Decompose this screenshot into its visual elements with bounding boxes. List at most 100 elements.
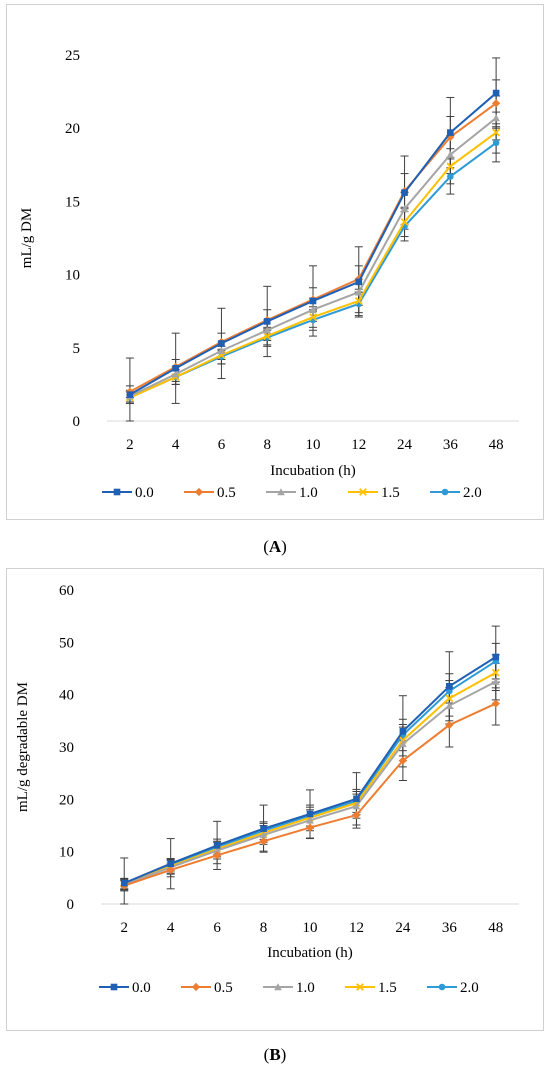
series-line-1.5 [123,671,497,886]
data-point-0.0 [492,653,500,661]
x-tick-label: 4 [172,437,180,453]
data-point-1.0 [213,846,221,854]
data-point-0.0 [306,810,314,818]
legend-item-2.0: 2.0 [430,485,482,501]
y-tick-label: 20 [59,792,74,808]
y-tick-label: 15 [65,194,80,210]
data-point-0.0 [218,340,225,347]
data-point-1.5 [446,162,455,171]
legend-marker [110,983,118,991]
legend-item-0.0: 0.0 [99,980,151,996]
data-point-0.0 [401,189,408,196]
data-point-1.0 [445,701,454,709]
data-point-1.0 [354,288,363,296]
y-axis-title: mL/g DM [19,208,35,268]
x-tick-label: 6 [218,437,226,453]
data-point-1.0 [352,802,361,810]
data-point-0.5 [259,837,268,846]
data-point-1.0 [309,305,317,314]
legend-marker [194,487,204,497]
data-point-0.0 [447,129,454,136]
x-tick-label: 2 [120,920,128,936]
error-bars-2.0 [125,123,501,404]
y-tick-label: 40 [59,688,74,704]
error-bars-2.0 [120,642,500,890]
x-tick-label: 12 [351,437,366,453]
data-point-1.0 [492,114,500,122]
legend-label: 2.0 [463,485,482,501]
x-tick-label: 10 [303,920,318,936]
x-tick-label: 8 [263,437,271,453]
x-tick-label: 48 [488,920,503,936]
data-point-0.5 [491,699,500,708]
y-tick-label: 5 [73,341,81,357]
data-point-2.0 [447,173,454,180]
data-point-0.5 [492,99,501,108]
legend-label: 2.0 [460,980,479,996]
data-point-1.0 [306,816,314,824]
legend-item-1.5: 1.5 [348,485,400,501]
error-bars-1.5 [125,111,501,404]
data-point-1.5 [309,313,317,321]
y-tick-label: 0 [67,897,75,913]
y-tick-label: 60 [59,583,74,599]
data-point-1.5 [491,668,500,677]
caption-b: (B) [263,1045,287,1064]
y-tick-label: 30 [59,740,74,756]
data-point-1.0 [171,370,180,378]
x-tick-label: 8 [260,920,268,936]
y-axis-title: mL/g degradable DM [15,682,31,812]
legend-label: 0.0 [132,980,151,996]
legend-label: 0.5 [214,980,233,996]
y-tick-label: 10 [65,268,80,284]
data-point-0.0 [260,825,267,832]
legend-item-0.5: 0.5 [184,485,236,501]
x-tick-label: 2 [126,437,134,453]
legend-marker [359,488,367,496]
data-point-0.5 [352,810,361,820]
data-point-0.0 [172,364,179,372]
y-tick-label: 20 [65,121,80,137]
chart-panel-a: 0 5 10 15 20 25 2 4 6 8 10 12 24 36 48 Incubation (h) mL… [6,4,544,520]
data-point-1.0 [491,677,500,685]
data-point-1.0 [217,346,226,355]
legend-label: 1.5 [378,980,397,996]
legend-marker [441,488,449,496]
x-tick-label: 24 [395,920,411,936]
data-point-2.0 [492,139,500,147]
legend-item-2.0: 2.0 [427,980,479,996]
legend-item-1.5: 1.5 [345,980,397,996]
x-tick-label: 36 [442,920,458,936]
data-point-1.0 [399,740,407,748]
error-bars-0.0 [125,57,501,422]
legend-item-0.0: 0.0 [102,485,154,501]
legend-marker [277,488,285,496]
data-point-0.5 [166,865,175,875]
legend-item-0.5: 0.5 [181,980,233,996]
data-point-0.0 [446,682,453,690]
data-point-0.0 [213,842,221,849]
y-tick-label: 50 [59,635,74,651]
chart-panel-b: 0 10 20 30 40 50 60 2 4 6 8 10 12 24 36 48 Incubation (h… [6,568,544,1031]
y-tick-label: 10 [59,845,74,861]
data-point-0.0 [492,89,500,97]
data-point-0.0 [126,391,134,398]
legend-marker [191,982,201,992]
legend-marker [274,983,282,991]
legend-label: 1.0 [296,980,315,996]
x-tick-label: 12 [349,920,364,936]
data-point-1.5 [354,297,363,305]
legend-marker [356,983,364,991]
data-point-1.5 [400,217,409,226]
series-line-1.0 [129,117,497,398]
x-axis-title: Incubation (h) [270,463,355,479]
x-tick-label: 24 [397,437,413,453]
data-point-0.5 [213,851,222,860]
x-tick-label: 48 [489,437,504,453]
data-point-1.5 [492,128,501,137]
data-point-0.0 [167,860,174,868]
data-point-0.0 [309,297,317,305]
data-point-1.0 [259,831,268,839]
data-point-0.0 [399,728,407,735]
